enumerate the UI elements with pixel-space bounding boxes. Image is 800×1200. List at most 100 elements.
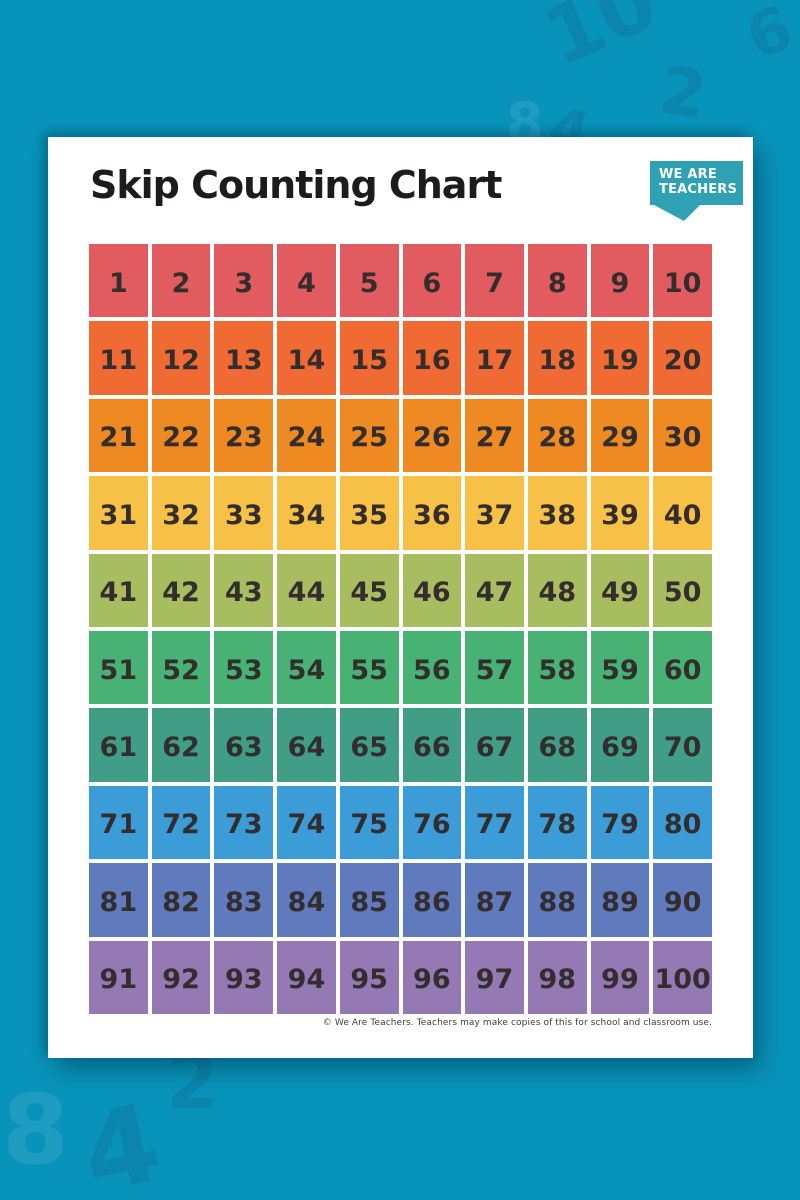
grid-cell-67: 67	[465, 708, 524, 782]
grid-cell-49: 49	[590, 553, 650, 627]
grid-cell-60: 60	[653, 631, 712, 705]
grid-cell-27: 27	[465, 398, 524, 473]
grid-cell-9: 9	[590, 244, 650, 318]
grid-cell-41: 41	[89, 553, 148, 627]
grid-cell-89: 89	[590, 863, 650, 937]
grid-cell-57: 57	[465, 631, 524, 705]
page-title: Skip Counting Chart	[90, 163, 502, 207]
grid-cell-24: 24	[277, 398, 336, 473]
grid-cell-82: 82	[151, 863, 211, 937]
grid-cell-37: 37	[465, 476, 524, 550]
background-number-6: 6	[737, 0, 800, 74]
we-are-teachers-logo: WE ARE TEACHERS	[650, 161, 743, 223]
grid-cell-81: 81	[89, 863, 148, 937]
grid-cell-30: 30	[653, 398, 712, 473]
copyright-text: © We Are Teachers. Teachers may make cop…	[322, 1018, 712, 1028]
grid-cell-86: 86	[402, 863, 462, 937]
grid-cell-29: 29	[590, 398, 650, 473]
grid-cell-39: 39	[590, 476, 650, 550]
grid-cell-92: 92	[151, 940, 211, 1014]
grid-cell-21: 21	[89, 398, 148, 473]
logo-text-line2: TEACHERS	[659, 181, 738, 197]
grid-cell-58: 58	[527, 631, 587, 705]
grid-cell-73: 73	[214, 785, 274, 860]
grid-cell-17: 17	[465, 321, 524, 395]
grid-cell-88: 88	[527, 863, 587, 937]
grid-cell-99: 99	[590, 940, 650, 1014]
grid-cell-85: 85	[339, 863, 399, 937]
grid-cell-96: 96	[402, 940, 462, 1014]
grid-cell-98: 98	[527, 940, 587, 1014]
grid-cell-15: 15	[339, 321, 399, 395]
grid-cell-26: 26	[402, 398, 462, 473]
grid-cell-38: 38	[527, 476, 587, 550]
grid-cell-43: 43	[214, 553, 274, 627]
grid-cell-4: 4	[277, 244, 336, 318]
grid-cell-34: 34	[277, 476, 336, 550]
grid-cell-100: 100	[653, 940, 712, 1014]
grid-cell-5: 5	[339, 244, 399, 318]
grid-cell-74: 74	[277, 785, 336, 860]
grid-cell-20: 20	[653, 321, 712, 395]
grid-cell-19: 19	[590, 321, 650, 395]
grid-cell-36: 36	[402, 476, 462, 550]
grid-cell-2: 2	[151, 244, 211, 318]
grid-cell-59: 59	[590, 631, 650, 705]
grid-cell-72: 72	[151, 785, 211, 860]
grid-cell-16: 16	[402, 321, 462, 395]
grid-cell-44: 44	[277, 553, 336, 627]
background-number-2: 2	[654, 51, 712, 134]
grid-cell-65: 65	[339, 708, 399, 782]
number-grid: 1 2 3 4 5 6 7 8 9 10 11 12 13 14 15 16 17 18 19 20 21 22 23 24 2…	[89, 244, 712, 1014]
background-number-4: 4	[71, 1080, 172, 1200]
grid-cell-13: 13	[214, 321, 274, 395]
grid-cell-93: 93	[214, 940, 274, 1014]
grid-cell-6: 6	[402, 244, 462, 318]
grid-cell-25: 25	[339, 398, 399, 473]
grid-cell-8: 8	[527, 244, 587, 318]
grid-cell-95: 95	[339, 940, 399, 1014]
grid-cell-63: 63	[214, 708, 274, 782]
grid-cell-53: 53	[214, 631, 274, 705]
grid-cell-11: 11	[89, 321, 148, 395]
grid-cell-79: 79	[590, 785, 650, 860]
grid-cell-46: 46	[402, 553, 462, 627]
grid-cell-45: 45	[339, 553, 399, 627]
background-number-10: 10	[530, 0, 671, 85]
background-number-8: 8	[2, 1074, 69, 1186]
grid-cell-1: 1	[89, 244, 148, 318]
grid-cell-80: 80	[653, 785, 712, 860]
grid-cell-14: 14	[277, 321, 336, 395]
grid-cell-40: 40	[653, 476, 712, 550]
grid-cell-51: 51	[89, 631, 148, 705]
grid-cell-97: 97	[465, 940, 524, 1014]
grid-cell-54: 54	[277, 631, 336, 705]
grid-cell-71: 71	[89, 785, 148, 860]
grid-cell-56: 56	[402, 631, 462, 705]
grid-cell-52: 52	[151, 631, 211, 705]
grid-cell-68: 68	[527, 708, 587, 782]
grid-cell-23: 23	[214, 398, 274, 473]
grid-cell-12: 12	[151, 321, 211, 395]
grid-cell-84: 84	[277, 863, 336, 937]
grid-cell-18: 18	[527, 321, 587, 395]
grid-cell-94: 94	[277, 940, 336, 1014]
grid-cell-3: 3	[214, 244, 274, 318]
grid-cell-7: 7	[465, 244, 524, 318]
grid-cell-64: 64	[277, 708, 336, 782]
logo-bubble-tail-icon	[654, 205, 700, 221]
grid-cell-78: 78	[527, 785, 587, 860]
grid-cell-70: 70	[653, 708, 712, 782]
grid-cell-83: 83	[214, 863, 274, 937]
grid-cell-31: 31	[89, 476, 148, 550]
grid-cell-62: 62	[151, 708, 211, 782]
grid-cell-87: 87	[465, 863, 524, 937]
grid-cell-22: 22	[151, 398, 211, 473]
logo-text-line1: WE ARE	[659, 167, 717, 182]
grid-cell-77: 77	[465, 785, 524, 860]
grid-cell-90: 90	[653, 863, 712, 937]
grid-cell-42: 42	[151, 553, 211, 627]
grid-cell-33: 33	[214, 476, 274, 550]
